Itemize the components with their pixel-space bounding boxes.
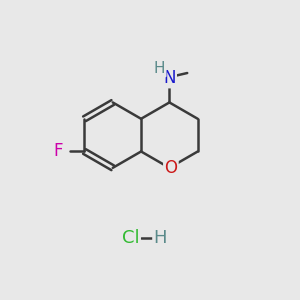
Text: F: F: [53, 142, 62, 160]
Text: H: H: [154, 229, 167, 247]
Text: H: H: [154, 61, 165, 76]
Text: Cl: Cl: [122, 229, 140, 247]
Text: N: N: [163, 69, 176, 87]
Text: O: O: [164, 159, 177, 177]
